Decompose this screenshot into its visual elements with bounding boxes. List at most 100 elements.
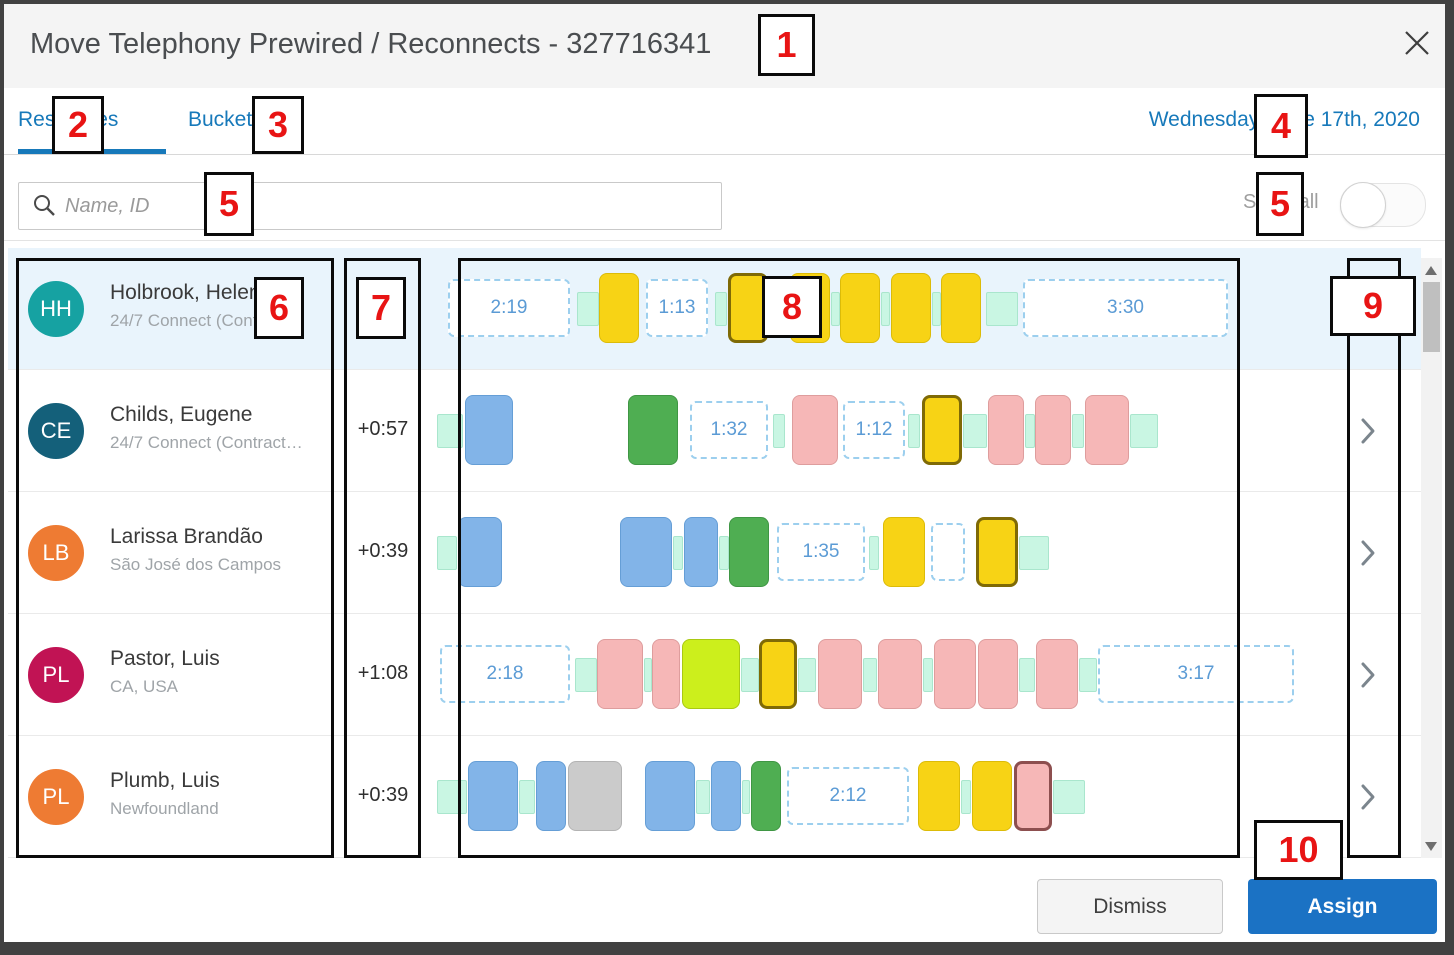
slot-duration: 1:32 — [710, 419, 748, 440]
travel-connector — [437, 414, 463, 448]
travel-connector — [1025, 414, 1035, 448]
resource-row[interactable]: HH Holbrook, Helen 24/7 Connect (Contract…… — [8, 248, 1421, 370]
resource-row[interactable]: CE Childs, Eugene 24/7 Connect (Contract… +… — [8, 370, 1421, 492]
job-block-highlighted — [922, 395, 962, 465]
job-block — [568, 761, 622, 831]
expand-chevron-icon[interactable] — [1360, 539, 1390, 567]
job-block — [599, 273, 639, 343]
job-block — [682, 639, 740, 709]
schedule-gantt: 2:18 3:17 — [435, 614, 1303, 736]
slot-duration: 3:17 — [1177, 663, 1215, 684]
tab-buckets[interactable]: Buckets — [188, 108, 263, 131]
travel-connector — [719, 536, 729, 570]
travel-connector — [908, 414, 920, 448]
slot-duration: 3:30 — [1107, 297, 1144, 318]
job-block-highlighted — [759, 639, 797, 709]
travel-connector — [715, 292, 727, 326]
callout-2: 2 — [52, 96, 104, 154]
slot-duration: 2:19 — [490, 297, 528, 318]
scroll-down-icon[interactable] — [1425, 842, 1437, 851]
job-block — [918, 761, 960, 831]
available-slot[interactable]: 1:13 — [646, 279, 708, 337]
resource-row[interactable]: PL Plumb, Luis Newfoundland +0:39 2:12 — [8, 736, 1421, 858]
resource-row[interactable]: LB Larissa Brandão São José dos Campos +0:3… — [8, 492, 1421, 614]
dismiss-button[interactable]: Dismiss — [1037, 879, 1223, 934]
resource-subtitle: 24/7 Connect (Contract… — [110, 433, 303, 452]
frame-left — [0, 0, 4, 955]
travel-connector — [932, 292, 941, 326]
scrollbar[interactable] — [1421, 258, 1442, 858]
schedule-gantt: 2:12 — [435, 736, 1303, 858]
travel-connector — [1079, 658, 1097, 692]
callout-8: 8 — [762, 276, 822, 338]
job-block-highlighted — [1014, 761, 1052, 831]
travel-connector — [881, 292, 890, 326]
travel-connector — [575, 658, 597, 692]
travel-connector — [863, 658, 877, 692]
resource-row[interactable]: PL Pastor, Luis CA, USA +1:08 2:18 3:17 — [8, 614, 1421, 736]
travel-connector — [773, 414, 785, 448]
job-block — [458, 517, 502, 587]
travel-connector — [869, 536, 879, 570]
callout-3: 3 — [252, 96, 304, 154]
slot-duration: 1:13 — [658, 297, 696, 318]
job-block — [1035, 395, 1071, 465]
available-slot[interactable] — [931, 523, 965, 581]
resource-name: Larissa Brandão — [110, 525, 263, 548]
dialog-title: Move Telephony Prewired / Reconnects - 3… — [30, 28, 712, 60]
callout-5: 5 — [204, 172, 254, 236]
available-slot[interactable]: 1:12 — [843, 401, 905, 459]
travel-connector — [742, 780, 750, 814]
job-block — [465, 395, 513, 465]
job-block — [536, 761, 566, 831]
job-block — [751, 761, 781, 831]
available-slot[interactable]: 3:17 — [1098, 645, 1294, 703]
schedule-gantt: 1:35 — [435, 492, 1303, 614]
resource-name: Childs, Eugene — [110, 403, 253, 426]
job-block — [597, 639, 643, 709]
scroll-up-icon[interactable] — [1425, 266, 1437, 275]
job-block — [711, 761, 741, 831]
available-slot[interactable]: 3:30 — [1023, 279, 1228, 337]
callout-5: 5 — [1256, 172, 1304, 236]
close-icon[interactable] — [1402, 28, 1432, 58]
resource-name: Pastor, Luis — [110, 647, 220, 670]
job-block — [684, 517, 718, 587]
travel-connector — [1019, 658, 1035, 692]
expand-chevron-icon[interactable] — [1360, 417, 1390, 445]
callout-9: 9 — [1330, 276, 1416, 336]
schedule-gantt: 1:32 1:12 — [435, 370, 1303, 492]
expand-chevron-icon[interactable] — [1360, 661, 1390, 689]
job-block — [941, 273, 981, 343]
job-block — [972, 761, 1012, 831]
available-slot[interactable]: 1:32 — [690, 401, 768, 459]
available-slot[interactable]: 1:35 — [777, 523, 865, 581]
job-block — [988, 395, 1024, 465]
job-block-highlighted — [976, 517, 1018, 587]
job-block — [978, 639, 1018, 709]
tab-bar: Resources Buckets Wednesday, June 17th, … — [0, 88, 1454, 155]
tab-divider — [0, 154, 1454, 155]
avatar: HH — [28, 281, 84, 337]
travel-connector — [831, 292, 840, 326]
search-input[interactable] — [63, 184, 707, 228]
job-block — [891, 273, 931, 343]
available-slot[interactable]: 2:18 — [440, 645, 570, 703]
offset-value: +0:39 — [357, 784, 409, 806]
job-block — [652, 639, 680, 709]
job-block — [878, 639, 922, 709]
available-slot[interactable]: 2:19 — [448, 279, 570, 337]
resource-subtitle: São José dos Campos — [110, 555, 282, 574]
avatar: CE — [28, 403, 84, 459]
travel-connector — [437, 536, 457, 570]
assign-button[interactable]: Assign — [1248, 879, 1437, 934]
search-box — [18, 182, 722, 230]
show-all-toggle[interactable] — [1340, 182, 1426, 228]
resource-subtitle: CA, USA — [110, 677, 179, 696]
available-slot[interactable]: 2:12 — [787, 767, 909, 825]
scrollbar-thumb[interactable] — [1423, 282, 1440, 352]
resource-name: Holbrook, Helen — [110, 281, 261, 304]
frame-bottom — [0, 942, 1454, 955]
expand-chevron-icon[interactable] — [1360, 783, 1390, 811]
travel-connector — [923, 658, 933, 692]
